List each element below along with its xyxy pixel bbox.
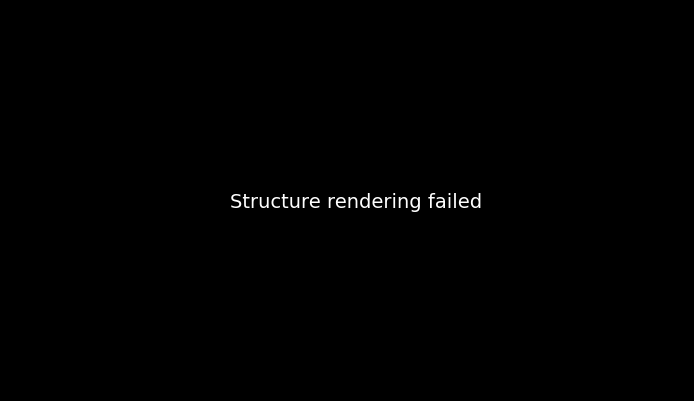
Text: Structure rendering failed: Structure rendering failed: [230, 193, 482, 213]
